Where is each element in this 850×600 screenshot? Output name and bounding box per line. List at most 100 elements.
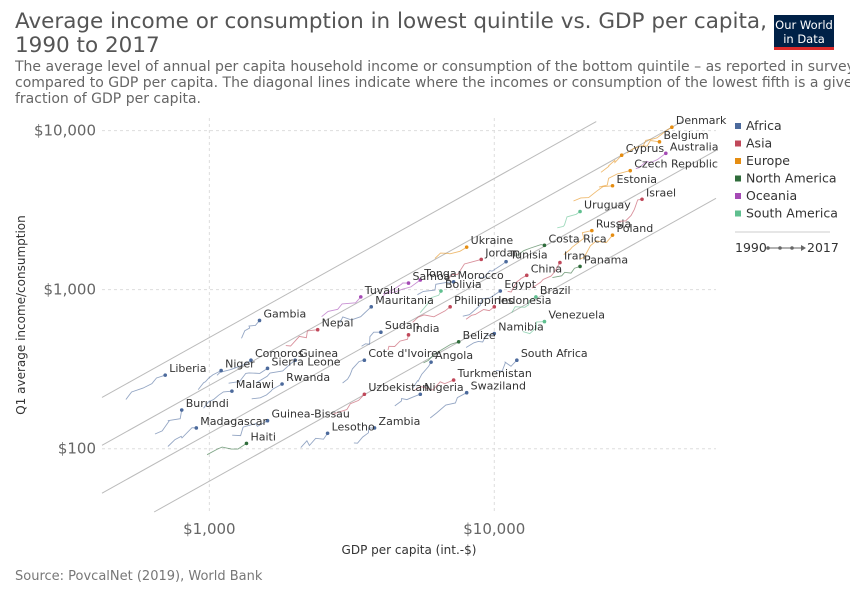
point-tunisia[interactable] — [504, 259, 508, 264]
point-guinea[interactable] — [293, 358, 297, 363]
point-madagascar[interactable] — [194, 426, 199, 430]
point-india[interactable] — [406, 333, 411, 337]
point-label: Sierra Leone — [272, 355, 341, 368]
point-label: Panama — [584, 253, 628, 266]
point-zambia[interactable] — [372, 426, 377, 430]
y-tick-label: $100 — [58, 440, 96, 458]
point-panama[interactable] — [578, 264, 582, 269]
point-label: Liberia — [169, 362, 206, 375]
point-swaziland[interactable] — [464, 390, 469, 395]
trail-south-africa — [495, 359, 518, 372]
trail-russia — [563, 230, 592, 255]
point-poland[interactable] — [610, 233, 615, 237]
point-label: Ukraine — [471, 234, 514, 247]
reference-line — [153, 197, 717, 513]
point-label: Burundi — [186, 397, 229, 410]
point-cyprus[interactable] — [619, 153, 624, 158]
point-namibia[interactable] — [492, 331, 497, 336]
point-uruguay[interactable] — [578, 209, 582, 214]
trail-niger — [197, 370, 222, 390]
point-nepal[interactable] — [315, 327, 320, 332]
legend-item-africa[interactable]: Africa — [746, 118, 782, 133]
point-philippines[interactable] — [448, 305, 452, 309]
trail-swaziland — [429, 392, 467, 419]
point-sierra-leone[interactable] — [265, 366, 270, 371]
point-israel[interactable] — [640, 197, 644, 202]
point-australia[interactable] — [664, 151, 668, 156]
timeline-dot — [778, 246, 782, 250]
legend-swatch — [735, 193, 741, 199]
country-trails — [125, 126, 673, 456]
point-rwanda[interactable] — [280, 382, 284, 386]
trail-rwanda — [251, 383, 283, 400]
trail-china — [507, 274, 527, 293]
point-czech-republic[interactable] — [628, 168, 633, 173]
point-nigeria[interactable] — [418, 392, 423, 397]
point-burundi[interactable] — [179, 408, 184, 412]
point-angola[interactable] — [429, 360, 433, 364]
point-belgium[interactable] — [657, 140, 662, 144]
point-jordan[interactable] — [479, 257, 484, 262]
point-sudan[interactable] — [379, 330, 383, 335]
point-liberia[interactable] — [163, 373, 168, 377]
trail-guinea-bissau — [232, 420, 268, 437]
legend-item-south-america[interactable]: South America — [746, 206, 838, 221]
point-samoa[interactable] — [406, 281, 411, 285]
point-label: Bolivia — [445, 278, 482, 291]
point-label: Venezuela — [548, 309, 605, 322]
point-guinea-bissau[interactable] — [265, 418, 270, 423]
point-costa-rica[interactable] — [542, 243, 547, 248]
trail-denmark — [642, 126, 673, 147]
point-iran[interactable] — [558, 260, 562, 265]
point-tonga[interactable] — [418, 278, 423, 282]
point-label: Australia — [670, 140, 719, 153]
point-label: Niger — [225, 358, 255, 371]
legend-item-asia[interactable]: Asia — [746, 136, 772, 151]
y-axis-label: Q1 average income/consumption — [14, 215, 28, 415]
trail-israel — [618, 198, 643, 222]
point-label: Cyprus — [626, 142, 665, 155]
point-estonia[interactable] — [610, 183, 615, 188]
point-south-africa[interactable] — [515, 358, 519, 363]
trail-mauritania — [339, 306, 372, 324]
point-cote-d-ivoire[interactable] — [362, 358, 367, 363]
point-malawi[interactable] — [230, 389, 234, 393]
point-indonesia[interactable] — [492, 305, 497, 309]
point-lesotho[interactable] — [325, 431, 330, 436]
point-haiti[interactable] — [244, 441, 249, 446]
point-mauritania[interactable] — [369, 305, 374, 309]
legend-item-north-america[interactable]: North America — [746, 171, 837, 186]
point-label: Czech Republic — [634, 158, 718, 171]
point-turkmenistan[interactable] — [451, 378, 456, 382]
point-egypt[interactable] — [498, 289, 503, 293]
point-russia[interactable] — [590, 228, 594, 233]
point-label: Tonga — [423, 267, 456, 280]
point-belize[interactable] — [456, 340, 461, 344]
point-china[interactable] — [524, 273, 529, 278]
legend-item-oceania[interactable]: Oceania — [746, 188, 797, 203]
point-tuvalu[interactable] — [358, 295, 363, 299]
point-uzbekistan[interactable] — [362, 392, 367, 397]
point-niger[interactable] — [219, 368, 223, 373]
point-brazil[interactable] — [534, 295, 538, 299]
trail-guinea — [255, 359, 296, 384]
point-label: Lesotho — [332, 420, 375, 433]
trail-lesotho — [300, 433, 328, 448]
legend: Africa Asia Europe North America Oceania Sout… — [735, 118, 839, 255]
point-label: Turkmenistan — [457, 367, 532, 380]
point-morocco[interactable] — [451, 280, 456, 284]
legend-swatch — [735, 140, 741, 147]
chart-title-line1: Average income or consumption in lowest … — [15, 10, 767, 34]
legend-swatch — [735, 158, 741, 164]
point-bolivia[interactable] — [439, 289, 443, 293]
point-venezuela[interactable] — [542, 319, 547, 324]
point-comoros[interactable] — [249, 358, 253, 363]
owid-logo[interactable]: Our World in Data — [774, 15, 834, 50]
point-gambia[interactable] — [257, 318, 262, 323]
point-label: Estonia — [617, 173, 658, 186]
point-denmark[interactable] — [670, 125, 674, 130]
trail-indonesia — [465, 306, 495, 320]
legend-item-europe[interactable]: Europe — [746, 153, 790, 168]
point-ukraine[interactable] — [464, 245, 469, 249]
